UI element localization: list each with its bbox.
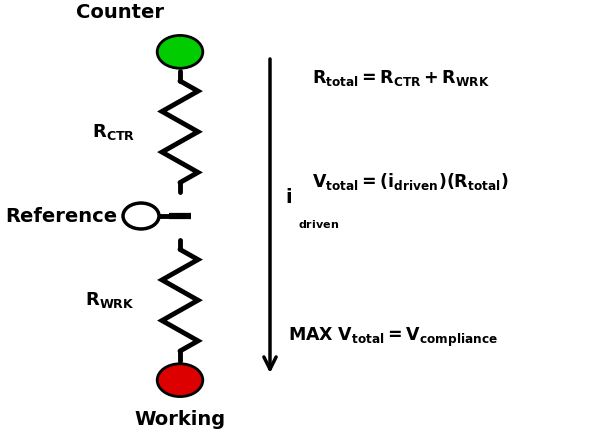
Text: $\mathbf{driven}$: $\mathbf{driven}$ (298, 218, 338, 230)
Text: $\mathbf{MAX\ V_{total}= V_{compliance}}$: $\mathbf{MAX\ V_{total}= V_{compliance}}… (288, 325, 498, 349)
Text: $\mathbf{i}$: $\mathbf{i}$ (285, 188, 292, 207)
Text: $\mathbf{R_{CTR}}$: $\mathbf{R_{CTR}}$ (92, 122, 135, 142)
Text: Working: Working (134, 410, 226, 429)
Text: $\mathbf{R_{WRK}}$: $\mathbf{R_{WRK}}$ (85, 290, 135, 310)
Circle shape (123, 203, 159, 229)
Circle shape (157, 364, 203, 397)
Text: $\mathbf{V_{total} = (i_{driven})(R_{total})}$: $\mathbf{V_{total} = (i_{driven})(R_{tot… (312, 171, 509, 192)
Text: Reference: Reference (5, 206, 117, 226)
Circle shape (157, 35, 203, 68)
Text: $\mathbf{R_{total} = R_{CTR}+ R_{WRK}}$: $\mathbf{R_{total} = R_{CTR}+ R_{WRK}}$ (312, 68, 490, 88)
Text: Counter: Counter (76, 3, 164, 22)
